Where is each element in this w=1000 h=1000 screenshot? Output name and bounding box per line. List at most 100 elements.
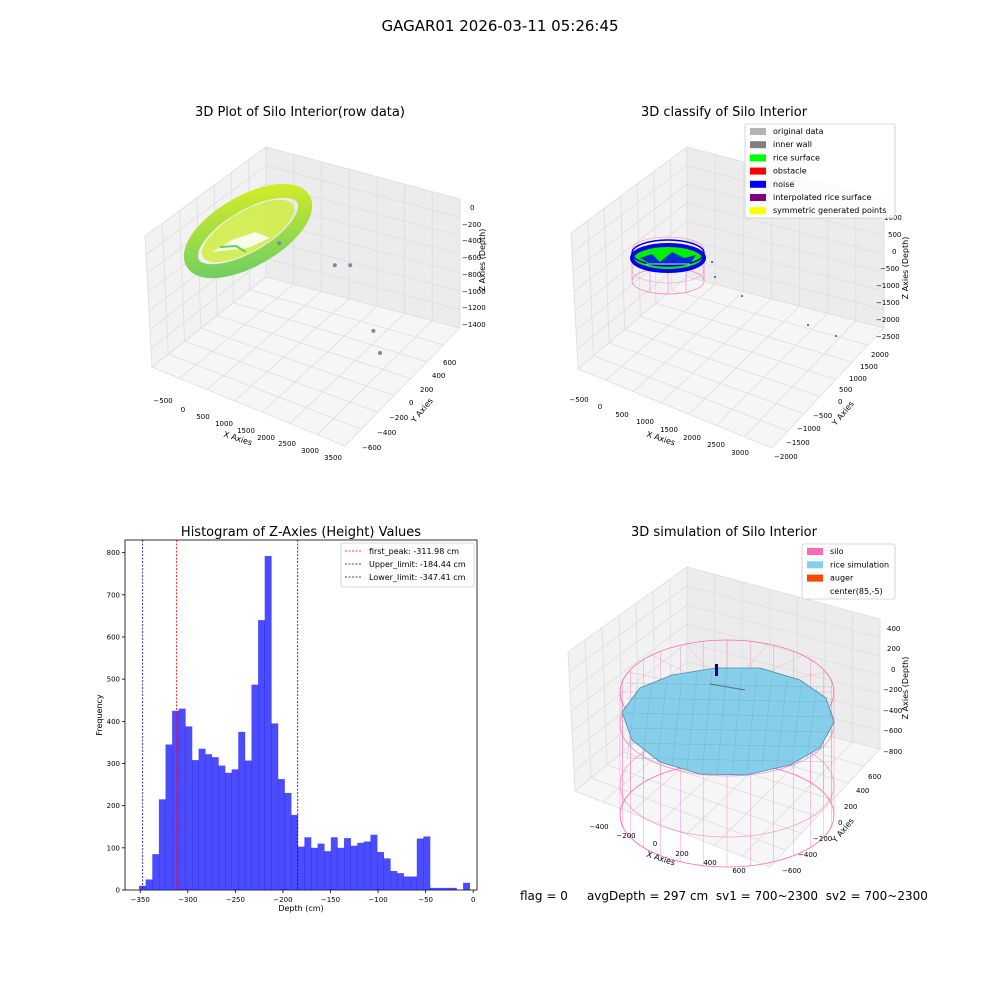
x-tick-label: −350 xyxy=(131,896,150,904)
x-tick: 500 xyxy=(196,413,209,421)
histogram-bar xyxy=(172,710,180,890)
panel2-classified-points xyxy=(630,239,706,273)
noise-point xyxy=(714,276,716,278)
y-tick: 400 xyxy=(432,372,445,380)
histogram-bar xyxy=(258,620,266,890)
panel4-xlabel: X Axies xyxy=(645,850,676,868)
x-tick: 2000 xyxy=(683,434,701,442)
outlier-point xyxy=(371,328,376,333)
y-tick: −2000 xyxy=(774,453,798,461)
legend-swatch xyxy=(750,180,766,188)
y-tick: −200 xyxy=(813,835,832,843)
panel2-legend: original data inner wall rice surface obsta… xyxy=(744,123,896,219)
x-tick: 0 xyxy=(598,403,602,411)
x-tick: −500 xyxy=(153,397,172,405)
y-tick: −400 xyxy=(798,851,817,859)
panel1-title: 3D Plot of Silo Interior(row data) xyxy=(195,105,405,120)
histogram-bar xyxy=(152,854,160,890)
outlier-point xyxy=(348,263,353,268)
x-tick: 1500 xyxy=(660,426,678,434)
panel3-bars xyxy=(139,556,470,890)
legend-label: first_peak: -311.98 cm xyxy=(369,547,459,556)
x-tick-label: −150 xyxy=(321,896,340,904)
panel4-legend: silo rice simulation auger center(85,-5) xyxy=(801,543,896,600)
histogram-bar xyxy=(443,887,451,890)
legend-label: center(85,-5) xyxy=(830,587,883,596)
x-tick: 200 xyxy=(675,850,688,858)
histogram-bar xyxy=(337,847,345,890)
histogram-bar xyxy=(244,760,252,890)
panel4-zlabel: Z Axies (Depth) xyxy=(901,657,910,720)
noise-point xyxy=(711,261,713,263)
histogram-bar xyxy=(324,851,332,890)
panel3-reference-lines xyxy=(142,540,299,890)
panel-simulation: 3D simulation of Silo Interior −400 −200… xyxy=(567,525,910,875)
outlier-point xyxy=(378,351,382,355)
z-tick: −2000 xyxy=(876,316,900,324)
x-tick: −500 xyxy=(569,396,588,404)
z-tick: −200 xyxy=(883,686,902,694)
legend-label: inner wall xyxy=(773,140,812,149)
panel4-rice-surface xyxy=(621,667,835,777)
panel3-ylabel: Frequency xyxy=(95,694,104,736)
legend-label: rice simulation xyxy=(830,560,889,569)
x-tick: 500 xyxy=(615,411,628,419)
y-tick: 200 xyxy=(844,803,857,811)
x-tick: 0 xyxy=(653,840,657,848)
y-tick-label: 500 xyxy=(107,676,120,684)
y-tick: 600 xyxy=(868,773,881,781)
histogram-bar xyxy=(211,757,219,890)
status-flag: flag = 0 xyxy=(520,889,568,903)
histogram-bar xyxy=(410,876,418,890)
histogram-bar xyxy=(158,799,166,890)
z-tick: 0 xyxy=(892,248,896,256)
y-tick-label: 700 xyxy=(107,591,120,599)
x-tick: 400 xyxy=(703,859,716,867)
x-tick: 2000 xyxy=(257,434,275,442)
histogram-bar xyxy=(344,838,351,890)
histogram-bar xyxy=(225,772,232,890)
z-tick: 0 xyxy=(891,666,895,674)
histogram-bar xyxy=(218,765,226,890)
y-tick-label: 300 xyxy=(107,760,120,768)
histogram-bar xyxy=(377,852,385,890)
histogram-bar xyxy=(178,708,186,890)
panel-histogram: Histogram of Z-Axies (Height) Values −35… xyxy=(95,525,478,913)
y-tick-label: 0 xyxy=(116,887,120,895)
panel2-y-ticks: −2000 −1500 −1000 −500 0 500 1000 1500 2… xyxy=(774,351,889,461)
y-tick-label: 800 xyxy=(107,549,120,557)
panel3-title: Histogram of Z-Axies (Height) Values xyxy=(181,525,421,540)
z-tick: −200 xyxy=(462,221,481,229)
x-tick: 2500 xyxy=(278,440,296,448)
y-tick: 0 xyxy=(838,398,842,406)
legend-label: rice surface xyxy=(773,153,820,162)
panel4-z-ticks: −800 −600 −400 −200 0 200 400 xyxy=(883,625,902,756)
histogram-bar xyxy=(449,887,457,890)
histogram-bar xyxy=(277,779,285,890)
panel2-x-ticks: −500 0 500 1000 1500 2000 2500 3000 xyxy=(569,396,749,457)
panel2-title: 3D classify of Silo Interior xyxy=(641,105,808,120)
y-tick-label: 600 xyxy=(107,633,120,641)
z-tick: −1500 xyxy=(876,299,900,307)
histogram-bar xyxy=(238,731,246,890)
y-tick: −600 xyxy=(362,444,381,452)
panel2-noise-points xyxy=(711,261,837,337)
legend-label: original data xyxy=(773,127,824,136)
outlier-point xyxy=(332,263,337,268)
z-tick: −1400 xyxy=(462,321,486,329)
x-tick-label: 0 xyxy=(471,896,475,904)
z-tick: 200 xyxy=(887,645,900,653)
legend-label: interpolated rice surface xyxy=(773,193,871,202)
histogram-bar xyxy=(436,887,444,890)
panel3-y-ticks: 0 100 200 300 400 500 600 700 800 xyxy=(107,549,125,895)
y-tick: 600 xyxy=(443,359,456,367)
status-avg-depth: avgDepth = 297 cm xyxy=(586,889,709,903)
histogram-bar xyxy=(251,684,259,890)
panel4-auger xyxy=(709,664,746,691)
histogram-bar xyxy=(264,556,272,890)
panel3-x-ticks: −350 −300 −250 −200 −150 −100 −50 0 xyxy=(131,890,475,904)
panel1-z-ticks: −1400 −1200 −1000 −800 −600 −400 −200 0 xyxy=(462,204,486,329)
histogram-bar xyxy=(430,887,437,890)
histogram-bar xyxy=(191,760,199,890)
y-tick: 200 xyxy=(420,386,433,394)
